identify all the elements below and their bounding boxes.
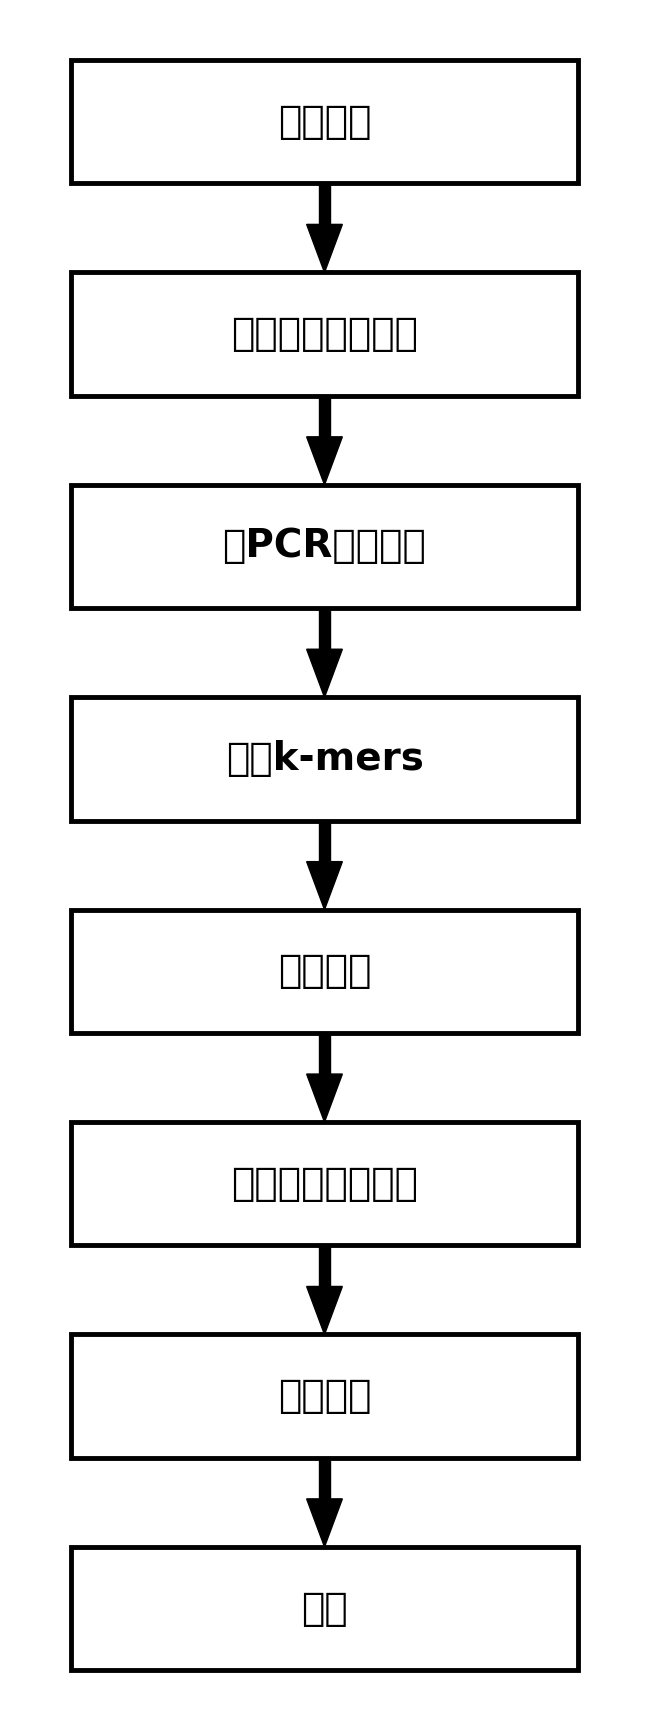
Bar [71,60,578,183]
Bar [71,272,578,396]
Bar [319,1033,330,1074]
Bar [319,821,330,862]
Bar [71,1334,578,1458]
Polygon shape [306,1499,343,1547]
Text: 局部组装: 局部组装 [278,952,371,990]
Bar [319,183,330,224]
Polygon shape [306,649,343,697]
Text: 融合预测: 融合预测 [278,1377,371,1415]
Bar [319,608,330,649]
Bar [319,1458,330,1499]
Text: 比对到参考基因组: 比对到参考基因组 [231,1165,418,1203]
Polygon shape [306,862,343,910]
Text: 识别k-mers: 识别k-mers [226,740,423,778]
Text: 注释: 注释 [301,1590,348,1627]
Bar [71,697,578,821]
Text: 比对到参考基因组: 比对到参考基因组 [231,315,418,353]
Polygon shape [306,1286,343,1334]
Bar [71,910,578,1033]
Polygon shape [306,437,343,485]
Bar [71,485,578,608]
Text: 去PCR重复序列: 去PCR重复序列 [223,528,426,565]
Polygon shape [306,224,343,272]
Polygon shape [306,1074,343,1122]
Bar [319,396,330,437]
Bar [319,1245,330,1286]
Text: 原始数据: 原始数据 [278,103,371,140]
Bar [71,1122,578,1245]
Bar [71,1547,578,1670]
